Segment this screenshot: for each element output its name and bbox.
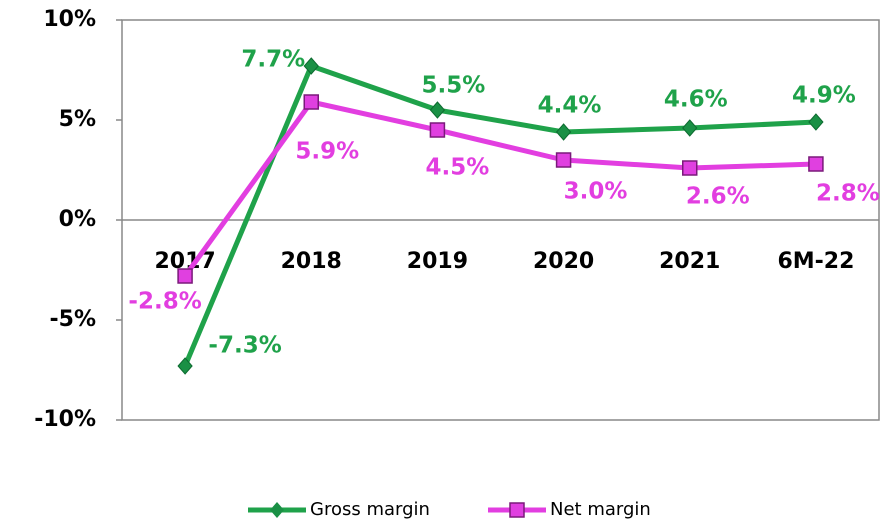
marker [303,57,319,75]
legend-marker [509,502,525,518]
marker [555,123,572,141]
y-tick-label: 0% [59,207,96,232]
x-tick-label: 2021 [659,249,720,274]
data-label: 4.4% [538,93,602,119]
data-label: 5.5% [422,73,486,99]
marker [555,152,572,168]
marker [303,94,319,110]
y-tick-label: 5% [59,107,96,132]
data-label: 2.8% [816,181,880,207]
data-label: 7.7% [241,47,305,73]
data-label: -2.8% [128,289,201,315]
y-tick-label: -5% [50,307,96,332]
marker [682,119,698,137]
line [182,63,817,367]
legend-marker [270,502,284,518]
marker [177,357,193,375]
y-tick-label: -10% [34,407,96,432]
data-label: 3.0% [564,179,628,205]
marker [808,156,824,172]
line [183,99,816,278]
data-label: 4.5% [426,155,490,181]
data-label: 2.6% [686,184,750,210]
legend-label: Net margin [550,499,651,520]
y-tick-label: 10% [43,7,96,32]
marker [429,122,446,138]
marker [429,101,446,119]
data-label: 4.9% [792,83,856,109]
legend-label: Gross margin [310,499,430,520]
marker [177,268,193,284]
data-label: -7.3% [208,333,281,359]
x-tick-label: 2018 [281,249,342,274]
data-label: 4.6% [664,87,728,113]
data-label: 5.9% [295,139,359,165]
marker [808,113,824,131]
x-tick-label: 2020 [533,249,594,274]
marker [682,160,698,176]
x-tick-label: 2019 [407,249,468,274]
x-tick-label: 6M-22 [777,249,854,274]
